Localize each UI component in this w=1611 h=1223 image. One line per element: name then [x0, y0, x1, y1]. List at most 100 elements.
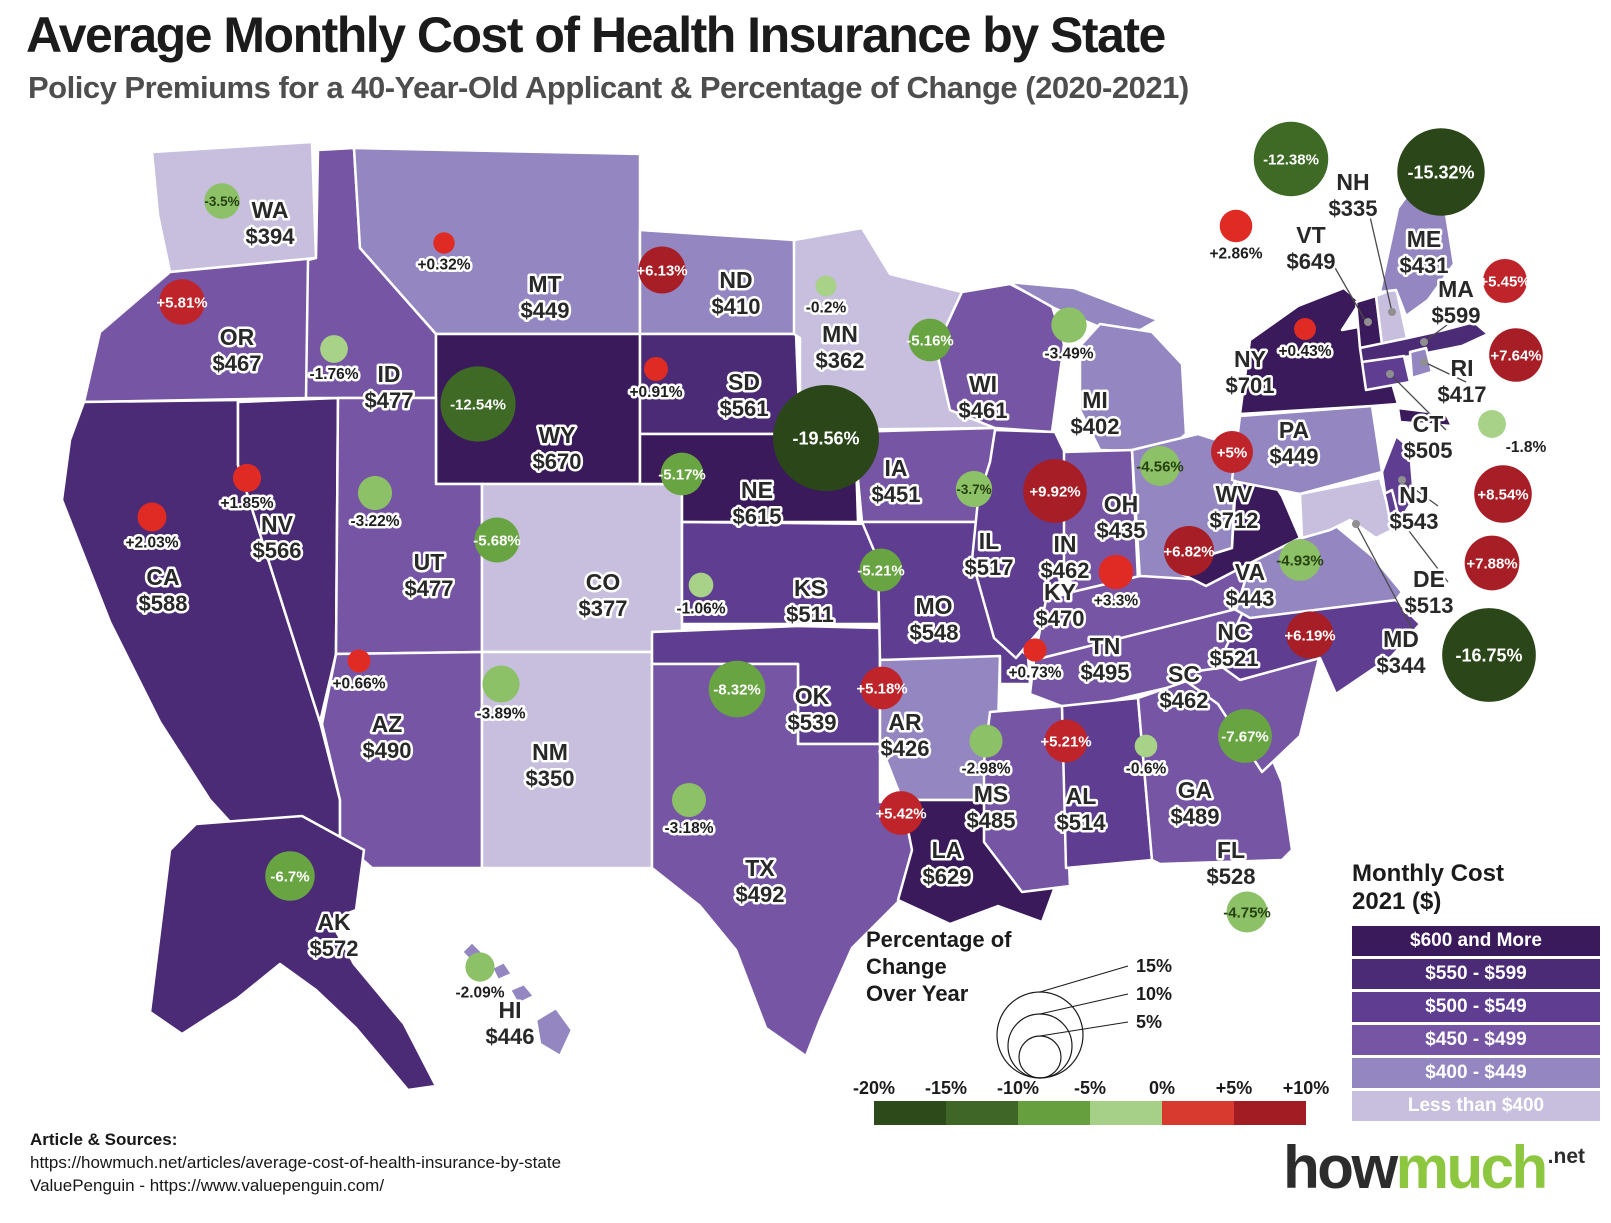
state-cost-ky: $470 [1036, 606, 1085, 631]
small-state-dots [1352, 308, 1428, 528]
sources-heading: Article & Sources: [30, 1130, 178, 1149]
pct-label-nc: +6.19% [1284, 627, 1335, 644]
state-abbr-md: MD [1383, 626, 1419, 652]
page-subtitle: Policy Premiums for a 40-Year-Old Applic… [28, 70, 1189, 105]
pct-label-mi: -3.49% [1044, 346, 1093, 363]
source-url-1: https://howmuch.net/articles/average-cos… [30, 1153, 562, 1172]
state-abbr-ga: GA [1178, 777, 1213, 803]
pct-bubble-vt [1219, 209, 1253, 243]
pct-label-mo: -5.21% [857, 562, 905, 579]
pct-label-sc: -7.67% [1221, 728, 1269, 745]
pct-label-co: -5.68% [473, 532, 521, 549]
change-scale-ticks: -20% -15% -10% -5% 0% +5% +10% [853, 1078, 1329, 1098]
source-url-2: ValuePenguin - https://www.valuepenguin.… [30, 1176, 385, 1195]
state-abbr-mi: MI [1082, 387, 1108, 413]
cost-bucket-row-5: Less than $400 [1352, 1091, 1600, 1121]
pct-label-tx: -3.18% [664, 820, 713, 837]
state-abbr-nh: NH [1336, 169, 1369, 195]
state-cost-la: $629 [923, 864, 972, 889]
pct-label-nj: +8.54% [1477, 486, 1528, 503]
pct-label-mt: +0.32% [417, 257, 470, 274]
size-legend-label-1: 10% [1136, 984, 1172, 1004]
scale-segment-1 [946, 1101, 1018, 1125]
cost-bucket-row-0: $600 and More [1352, 926, 1600, 956]
pct-label-wv: +6.82% [1163, 543, 1214, 560]
pct-bubble-tn [1023, 638, 1047, 662]
scale-tick-2: -10% [996, 1078, 1040, 1098]
state-abbr-ks: KS [794, 575, 826, 601]
change-legend-title: Percentage of Change Over Year [866, 927, 1012, 1006]
pct-bubble-nj [1474, 465, 1532, 523]
pct-bubble-nd [638, 246, 686, 294]
state-cost-az: $490 [363, 738, 412, 763]
size-legend-label-2: 5% [1136, 1012, 1162, 1032]
state-abbr-nc: NC [1217, 619, 1250, 645]
state-abbr-ar: AR [888, 709, 922, 735]
state-cost-nh: $335 [1329, 196, 1378, 221]
pct-bubble-wy [440, 366, 516, 442]
pct-label-ca: +2.03% [125, 534, 178, 551]
pct-bubble-wa [204, 183, 240, 219]
state-cost-sd: $561 [720, 396, 769, 421]
scale-tick-3: -5% [1073, 1078, 1107, 1098]
state-cost-de: $513 [1405, 593, 1454, 618]
cost-legend-title-line2: 2021 ($) [1352, 888, 1442, 915]
state-cost-ne: $615 [733, 504, 782, 529]
pct-label-ar: +5.18% [856, 680, 907, 697]
pct-label-pa: +5% [1217, 444, 1247, 461]
pct-label-in: +9.92% [1029, 483, 1080, 500]
pct-bubble-sc [1218, 709, 1272, 763]
scale-segment-0 [874, 1101, 946, 1125]
pct-label-de: +7.88% [1466, 555, 1517, 572]
state-abbr-wy: WY [538, 422, 575, 448]
pct-bubble-ne [660, 452, 704, 496]
pct-bubble-wi [908, 318, 952, 362]
pct-bubble-ak [265, 851, 315, 901]
pct-bubble-ca [137, 502, 167, 532]
state-abbr-nv: NV [261, 511, 294, 537]
state-cost-me: $431 [1400, 253, 1449, 278]
change-scale-bar [874, 1101, 1306, 1125]
state-cost-mt: $449 [521, 298, 570, 323]
size-legend-line [1039, 965, 1129, 993]
state-abbr-ms: MS [974, 781, 1009, 807]
pct-bubble-sd [643, 356, 669, 382]
pct-label-sd: +0.91% [629, 384, 682, 401]
pct-label-nv: +1.85% [220, 495, 273, 512]
pct-bubble-co [474, 517, 520, 563]
pct-label-nd: +6.13% [636, 262, 687, 279]
pct-bubble-tx [672, 783, 706, 817]
state-cost-fl: $528 [1207, 864, 1256, 889]
state-cost-wv: $712 [1210, 508, 1259, 533]
state-cost-wi: $461 [959, 398, 1008, 423]
state-abbr-mt: MT [528, 271, 561, 297]
state-abbr-ia: IA [885, 455, 908, 481]
state-abbr-ca: CA [146, 564, 179, 590]
pct-bubble-md [1442, 608, 1536, 702]
pct-label-ma: +5.45% [1479, 273, 1530, 290]
size-legend-line [1039, 993, 1129, 1015]
pct-bubble-va [1279, 539, 1321, 581]
howmuch-logo: how much .net [1283, 1138, 1585, 1198]
state-cost-md: $344 [1377, 653, 1427, 678]
pct-bubble-nm [482, 665, 520, 703]
state-shape-ct [1360, 354, 1412, 392]
state-abbr-tx: TX [745, 855, 775, 881]
state-shape-hi [490, 960, 514, 982]
state-abbr-hi: HI [499, 997, 522, 1023]
pct-label-hi: -2.09% [455, 985, 504, 1002]
state-cost-ok: $539 [788, 710, 837, 735]
state-abbr-in: IN [1054, 531, 1077, 557]
state-cost-ma: $599 [1432, 303, 1481, 328]
pct-label-mn: -0.2% [806, 299, 847, 316]
state-abbr-ma: MA [1438, 276, 1474, 302]
pct-label-me: -15.32% [1407, 162, 1474, 182]
scale-tick-4: 0% [1148, 1078, 1176, 1098]
state-cost-ut: $477 [405, 576, 454, 601]
state-cost-mo: $548 [910, 620, 959, 645]
state-cost-mi: $402 [1071, 414, 1120, 439]
logo-part-how: how [1283, 1134, 1398, 1201]
pct-bubble-mn [815, 275, 837, 297]
scale-tick-1: -15% [924, 1078, 968, 1098]
size-legend-label-0: 15% [1136, 956, 1172, 976]
